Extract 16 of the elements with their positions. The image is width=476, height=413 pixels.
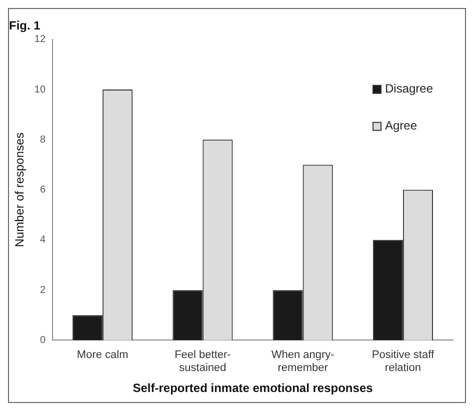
x-tick-label: Feel better-sustained	[174, 348, 232, 374]
x-axis-title: Self-reported inmate emotional responses	[132, 381, 374, 396]
y-axis-title: Number of responses	[12, 132, 27, 248]
y-tick-label: 2	[40, 284, 46, 296]
y-tick-label: 0	[40, 334, 46, 346]
y-tick-label: 12	[34, 34, 46, 46]
y-tick-label: 6	[40, 184, 46, 196]
x-tick-label: More calm	[76, 348, 128, 361]
legend-label: Agree	[385, 118, 418, 133]
y-tick-label: 4	[40, 234, 46, 246]
y-tick-label: 8	[40, 134, 46, 146]
chart-title: Fig. 1	[9, 18, 41, 33]
legend-label: Disagree	[385, 82, 434, 96]
x-tick-label: When angry-remember	[271, 348, 335, 374]
y-tick-label: 10	[34, 84, 46, 96]
x-tick-label: Positive staff relation	[372, 348, 435, 374]
